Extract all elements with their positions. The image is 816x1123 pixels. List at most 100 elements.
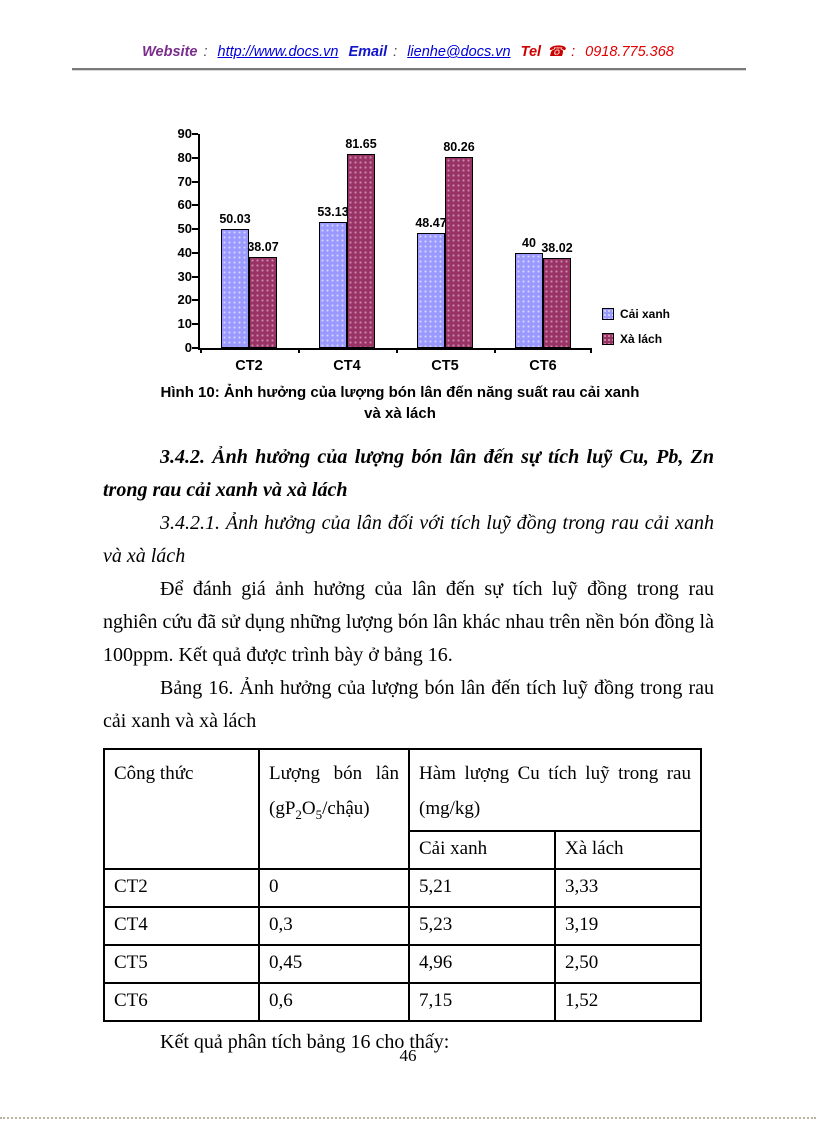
chart-legend: Cải xanh Xà lách [602, 307, 670, 357]
y-axis-label: 30 [177, 268, 192, 284]
bar-value-label: 81.65 [345, 136, 377, 151]
separator: : [393, 44, 398, 60]
legend-label: Cải xanh [620, 307, 671, 321]
y-axis-label: 10 [177, 316, 192, 332]
table-header-luong-line1: Lượng bón lân [269, 763, 399, 784]
legend-swatch [602, 333, 614, 345]
table-row: CT5 0,45 4,96 2,50 [103, 944, 702, 984]
table-row: CT4 0,3 5,23 3,19 [103, 906, 702, 946]
separator: : [203, 44, 208, 60]
bar-value-label: 38.07 [247, 240, 279, 255]
bar-CT6-xa-lach [543, 257, 571, 348]
header-divider [72, 68, 746, 71]
table-cell: 0,45 [258, 944, 410, 984]
chart-plot: 0 10 20 30 40 50 60 70 80 90 CT2 50.03 38.07 CT4 53.13… [178, 126, 592, 374]
bar-CT5-cai-xanh [417, 232, 445, 348]
table-header-ham-luong-line1: Hàm lượng Cu tích luỹ trong rau [419, 763, 691, 784]
x-axis-category-label: CT4 [333, 358, 361, 374]
tel-label: Tel [520, 44, 542, 60]
table-subheader-xa-lach: Xà lách [554, 830, 702, 870]
x-axis-category-label: CT5 [431, 358, 459, 374]
table-caption: Bảng 16. Ảnh hưởng của lượng bón lân đến… [103, 677, 714, 732]
bottom-dotted-divider [0, 1117, 816, 1119]
y-axis-tick [192, 323, 198, 326]
bar-CT2-cai-xanh [221, 229, 249, 348]
table-cell: 2,50 [554, 944, 702, 984]
legend-item: Cải xanh [602, 307, 670, 321]
bar-value-label: 80.26 [443, 140, 475, 155]
table-header-unit: (mg/kg) [419, 798, 481, 819]
y-axis-tick [192, 204, 198, 207]
phone-icon: ☎ [547, 44, 566, 60]
y-axis-label: 0 [184, 340, 192, 355]
x-axis-category-label: CT6 [529, 358, 557, 374]
website-label: Website [142, 44, 198, 60]
table-cell: 0,6 [258, 982, 410, 1022]
table-cell: CT6 [103, 982, 260, 1022]
table-cell: 1,52 [554, 982, 702, 1022]
y-axis-tick [192, 133, 198, 135]
bar-CT5-xa-lach [445, 157, 473, 348]
table-cell: CT4 [103, 906, 260, 946]
table-body: CT2 0 5,21 3,33 CT4 0,3 5,23 3,19 CT5 0,45 4,96 2,5… [103, 868, 702, 1022]
bar-CT2-xa-lach [249, 257, 277, 348]
section-heading-3421: 3.4.2.1. Ảnh hưởng của lân đối với tích … [103, 512, 714, 567]
legend-label: Xà lách [620, 332, 663, 346]
y-axis-label: 80 [177, 149, 192, 165]
y-axis-label: 70 [177, 173, 192, 189]
data-table: Công thức Lượng bón lân (gP2O5/chậu) Hàm… [103, 748, 702, 1022]
x-axis-tick [590, 348, 592, 353]
y-axis-tick [192, 180, 198, 183]
bar-chart: 0 10 20 30 40 50 60 70 80 90 CT2 50.03 38.07 CT4 53.13… [161, 122, 723, 437]
y-axis-label: 60 [177, 197, 192, 213]
table-cell: 0,3 [258, 906, 410, 946]
legend-swatch [602, 308, 614, 320]
intro-paragraph: Để đánh giá ảnh hưởng của lân đến sự tíc… [103, 578, 714, 666]
table-cell: 5,23 [408, 906, 556, 946]
y-axis-label: 40 [177, 244, 192, 260]
y-axis-label: 20 [177, 292, 192, 308]
page-header: Website: http://www.docs.vn Email: lienh… [36, 44, 780, 60]
y-axis-tick [192, 275, 198, 278]
x-axis-tick [396, 348, 398, 353]
table-cell: 3,33 [554, 868, 702, 908]
table-cell: 3,19 [554, 906, 702, 946]
x-axis-category-label: CT2 [235, 358, 263, 374]
email-address-link[interactable]: lienhe@docs.vn [407, 44, 511, 60]
table-header-formula: (gP2O5/chậu) [269, 798, 370, 822]
bar-CT6-cai-xanh [515, 252, 543, 348]
legend-item: Xà lách [602, 332, 670, 346]
conclusion-paragraph: Kết quả phân tích bảng 16 cho thấy: [160, 1031, 450, 1053]
bar-value-label: 38.02 [541, 240, 573, 255]
bar-value-label: 53.13 [317, 204, 349, 219]
y-axis-tick [192, 347, 198, 349]
bar-CT4-cai-xanh [319, 221, 347, 348]
y-axis-label: 50 [177, 221, 192, 237]
x-axis-tick [494, 348, 496, 353]
x-axis-tick [298, 348, 300, 353]
table-cell: CT5 [103, 944, 260, 984]
section-heading-342: 3.4.2. Ảnh hưởng của lượng bón lân đến s… [103, 446, 714, 501]
table-cell: CT2 [103, 868, 260, 908]
table-cell: 7,15 [408, 982, 556, 1022]
y-axis-tick [192, 228, 198, 231]
email-label: Email [348, 44, 388, 60]
bar-value-label: 50.03 [219, 212, 251, 227]
table-cell: 0 [258, 868, 410, 908]
y-axis-label: 90 [177, 126, 192, 141]
y-axis-tick [192, 251, 198, 254]
figure-caption: Hình 10: Ảnh hưởng của lượng bón lân đến… [160, 384, 640, 422]
table-subheader-cai-xanh: Cải xanh [408, 830, 556, 870]
table-header-cong-thuc: Công thức [103, 748, 260, 870]
bar-value-label: 40 [522, 235, 536, 250]
page-number: 46 [399, 1046, 417, 1065]
y-axis-tick [192, 156, 198, 159]
table-header-luong-bon-lan: Lượng bón lân (gP2O5/chậu) [258, 748, 410, 870]
website-url-link[interactable]: http://www.docs.vn [217, 44, 339, 60]
table-row: CT6 0,6 7,15 1,52 [103, 982, 702, 1022]
document-body: 3.4.2. Ảnh hưởng của lượng bón lân đến s… [103, 441, 714, 1059]
table-cell: 4,96 [408, 944, 556, 984]
y-axis-tick [192, 299, 198, 302]
bar-value-label: 48.47 [415, 215, 447, 230]
